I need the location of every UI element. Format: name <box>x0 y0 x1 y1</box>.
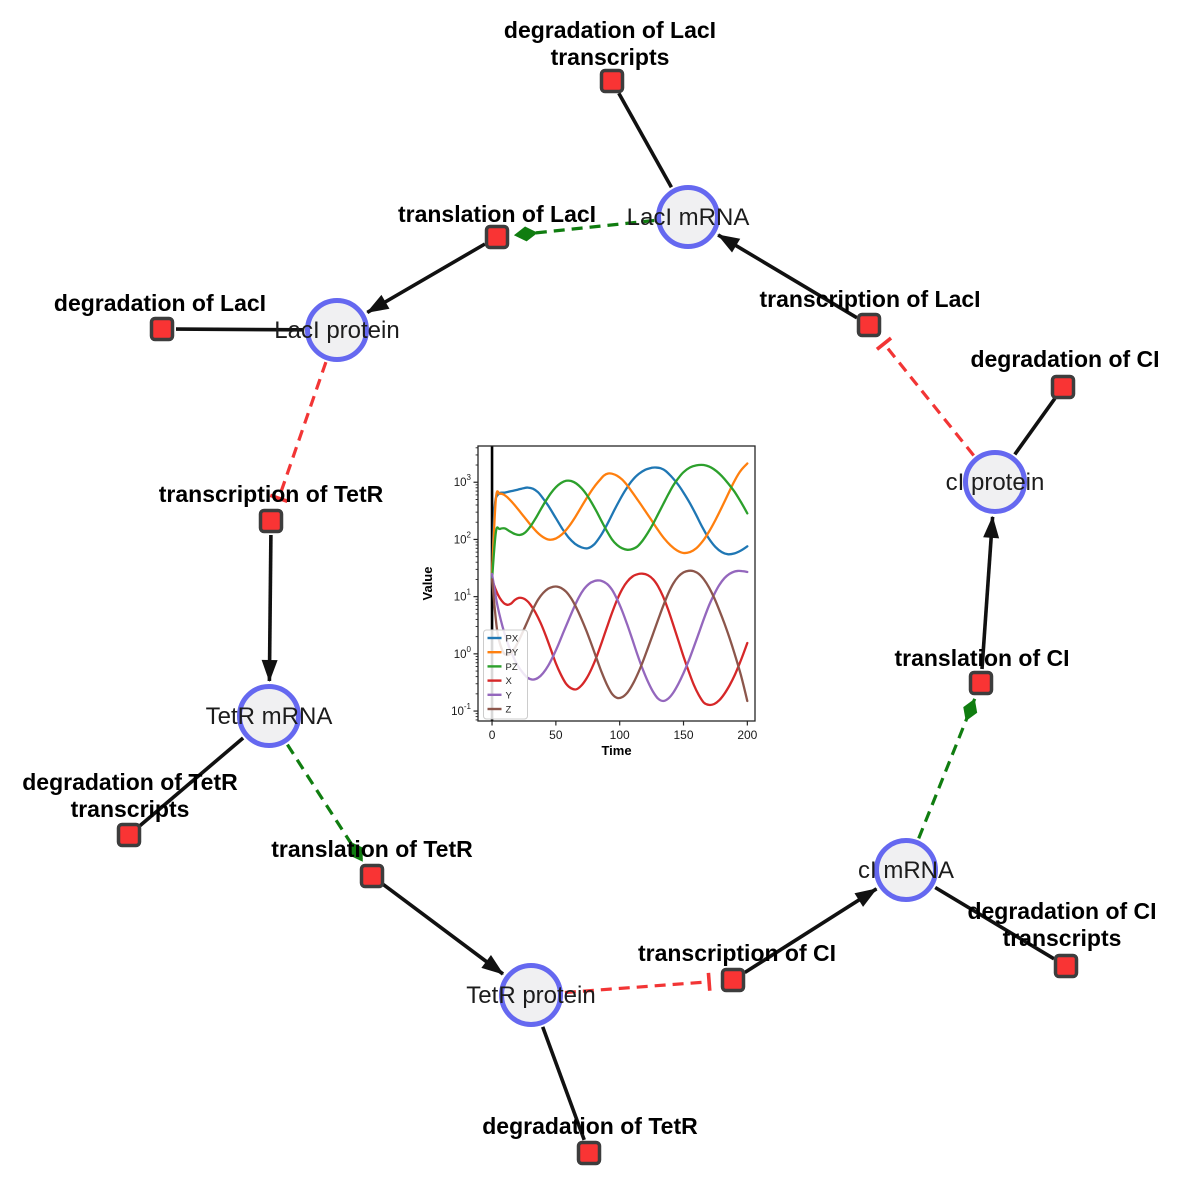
series-line-Z <box>490 569 749 703</box>
series-line-X <box>490 572 749 707</box>
species-node-tetr_protein <box>499 963 563 1027</box>
edge-production-transl_laci-laci_protein <box>366 242 486 314</box>
edge-consumption-ci_protein-deg_ci <box>1013 397 1057 456</box>
edge-consumption-tetr_mrna-deg_tetr_tx <box>138 736 245 828</box>
reaction-label-deg_laci: degradation of LacI <box>54 290 266 316</box>
edge-inhibition-tetr_protein-tx_ci <box>564 972 712 995</box>
species-node-ci_mrna <box>874 838 938 902</box>
inset-chart: 10-1 100 101 102 103 0 50 100 150 200 Time Value PX P… <box>420 445 758 758</box>
edge-modifier-ci_mrna-transl_ci <box>917 698 978 839</box>
edge-consumption-tetr_protein-deg_tetr <box>541 1026 586 1141</box>
reaction-label-deg_ci: degradation of CI <box>970 346 1159 372</box>
series-line-PX <box>490 466 749 581</box>
reaction-node-tx_tetr <box>258 508 284 534</box>
reaction-label-deg_tetr_tx-line2: transcripts <box>71 796 190 822</box>
nodes-layer <box>116 68 1079 1166</box>
x-axis-label: Time <box>601 743 631 758</box>
y-tick-label: 102 <box>454 530 472 546</box>
species-label-tetr_mrna: TetR mRNA <box>206 703 333 730</box>
edge-inhibition-ci_protein-tx_laci <box>875 336 975 457</box>
reaction-label-deg_tetr_tx-line1: degradation of TetR <box>22 769 238 795</box>
y-tick-label: 100 <box>454 645 472 661</box>
reaction-label-tx_ci: transcription of CI <box>638 940 836 966</box>
species-node-ci_protein <box>963 450 1027 514</box>
reaction-label-tx_tetr: transcription of TetR <box>159 481 384 507</box>
reaction-label-deg_ci_tx-line1: degradation of CI <box>967 898 1156 924</box>
reaction-label-tx_laci: transcription of LacI <box>759 286 980 312</box>
edge-consumption-laci_mrna-deg_laci_tx <box>617 92 673 189</box>
reaction-label-deg_laci_tx-line2: transcripts <box>551 44 670 70</box>
x-tick-label: 0 <box>489 728 496 742</box>
y-tick-label: 103 <box>454 473 472 489</box>
edge-consumption-laci_protein-deg_laci <box>175 327 304 332</box>
series-line-PY <box>490 462 749 576</box>
reaction-label-transl_laci: translation of LacI <box>398 201 596 227</box>
legend-label-PZ: PZ <box>506 662 518 673</box>
reaction-node-transl_tetr <box>359 863 385 889</box>
reaction-node-tx_laci <box>856 312 882 338</box>
edge-consumption-ci_mrna-deg_ci_tx <box>934 885 1055 961</box>
legend-label-X: X <box>506 676 513 687</box>
edge-production-tx_laci-laci_mrna <box>717 233 858 320</box>
species-label-ci_mrna: cI mRNA <box>858 857 954 884</box>
species-label-laci_protein: LacI protein <box>274 317 399 344</box>
species-label-tetr_protein: TetR protein <box>466 982 595 1009</box>
species-node-laci_protein <box>305 298 369 362</box>
x-tick-label: 150 <box>674 728 694 742</box>
x-tick-label: 50 <box>549 728 563 742</box>
y-axis-label: Value <box>420 567 435 601</box>
y-tick-label: 10-1 <box>451 702 471 718</box>
reaction-node-deg_ci <box>1050 374 1076 400</box>
chart-frame <box>477 445 756 722</box>
series-line-Y <box>490 569 749 703</box>
y-tick-label: 101 <box>454 588 472 604</box>
edge-inhibition-laci_protein-tx_tetr <box>269 361 328 503</box>
reaction-label-transl_ci: translation of CI <box>894 645 1069 671</box>
edge-production-transl_tetr-tetr_protein <box>382 882 505 976</box>
species-label-laci_mrna: LacI mRNA <box>627 204 750 231</box>
edge-modifier-tetr_mrna-transl_tetr <box>286 743 365 863</box>
edge-production-transl_ci-ci_protein <box>980 515 1000 670</box>
edges-layer <box>138 92 1057 1141</box>
reaction-node-tx_ci <box>720 967 746 993</box>
x-tick-label: 100 <box>610 728 630 742</box>
legend-label-Z: Z <box>506 705 512 716</box>
reaction-label-deg_laci_tx-line1: degradation of LacI <box>504 17 716 43</box>
legend-label-PY: PY <box>506 648 519 659</box>
reaction-node-deg_laci <box>149 316 175 342</box>
reaction-label-deg_ci_tx-line2: transcripts <box>1003 925 1122 951</box>
edge-modifier-laci_mrna-transl_laci <box>513 218 655 242</box>
edge-production-tx_tetr-tetr_mrna <box>261 534 278 682</box>
reaction-node-transl_laci <box>484 224 510 250</box>
series-line-PZ <box>490 463 749 581</box>
reaction-label-transl_tetr: translation of TetR <box>271 836 473 862</box>
legend-label-PX: PX <box>506 634 519 645</box>
reaction-node-deg_ci_tx <box>1053 953 1079 979</box>
reaction-node-deg_tetr <box>576 1140 602 1166</box>
reaction-node-deg_tetr_tx <box>116 822 142 848</box>
edge-production-tx_ci-ci_mrna <box>743 887 878 975</box>
reaction-node-deg_laci_tx <box>599 68 625 94</box>
legend-label-Y: Y <box>506 690 513 701</box>
x-tick-label: 200 <box>737 728 757 742</box>
species-label-ci_protein: cI protein <box>946 469 1045 496</box>
species-node-tetr_mrna <box>237 684 301 748</box>
labels-layer: LacI mRNA LacI protein TetR mRNA TetR prote… <box>22 17 1159 1139</box>
species-node-laci_mrna <box>656 185 720 249</box>
reaction-node-transl_ci <box>968 670 994 696</box>
reaction-label-deg_tetr: degradation of TetR <box>482 1113 698 1139</box>
